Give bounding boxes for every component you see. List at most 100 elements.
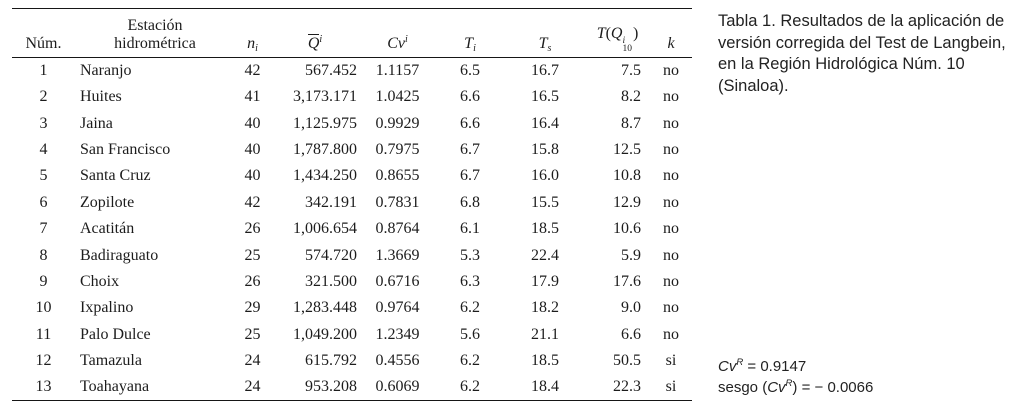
cell-k: no [663,325,679,343]
table-caption: Tabla 1. Resultados de la aplicación de … [718,12,1006,95]
cell-k: si [665,378,677,396]
cell-station: Huites [80,88,122,106]
cell-cv: 0.7831 [375,193,420,211]
cell-n: 25 [244,246,261,264]
cell-cv: 0.4556 [375,352,420,370]
cell-n: 42 [244,193,261,211]
cell-t-q10: 17.6 [613,272,641,290]
header-t-q10: T(Q i 10) [596,25,639,54]
cell-n: 40 [244,140,261,158]
cell-q-mean: 1,006.654 [293,220,357,238]
table-row: 8 Badiraguato 25 574.720 1.3669 5.3 22.4 5.9 no [12,242,692,268]
cell-cv: 1.0425 [375,88,420,106]
table-row: 3 Jaina 40 1,125.975 0.9929 6.6 16.4 8.7 no [12,110,692,136]
cell-num: 8 [39,246,48,264]
cell-t-q10: 50.5 [613,352,641,370]
cell-q-mean: 1,125.975 [293,114,357,132]
cell-t-q10: 5.9 [621,246,641,264]
cell-t-s: 16.5 [531,88,559,106]
cell-station: Zopilote [80,193,135,211]
cell-station: Santa Cruz [80,167,151,185]
header-station-line2: hidrométrica [114,35,196,52]
cell-cv: 0.6069 [375,378,420,396]
cell-n: 25 [244,325,261,343]
cell-t-s: 16.0 [531,167,559,185]
cell-t-i: 6.1 [460,220,480,238]
cell-station: Tamazula [80,352,142,370]
table-row: 5 Santa Cruz 40 1,434.250 0.8655 6.7 16.0 10.8 n… [12,163,692,189]
table-row: 7 Acatitán 26 1,006.654 0.8764 6.1 18.5 10.6 no [12,216,692,242]
cell-t-s: 18.5 [531,352,559,370]
cell-station: Choix [80,272,120,290]
cell-station: Jaina [80,114,113,132]
table-header: Núm. Estación hidrométrica ni Qi Cvi Ti … [12,9,692,58]
header-k: k [667,35,675,52]
cell-t-i: 6.6 [460,88,480,106]
cell-num: 9 [39,272,48,290]
cell-q-mean: 321.500 [305,272,357,290]
cell-num: 10 [35,299,52,317]
cell-cv: 0.8764 [375,220,420,238]
cell-n: 42 [244,62,261,79]
cell-t-i: 6.3 [460,272,480,290]
cell-t-i: 6.2 [460,378,480,396]
cell-n: 40 [244,114,261,132]
cell-cv: 1.3669 [375,246,420,264]
cell-cv: 0.6716 [375,272,420,290]
cell-station: Naranjo [80,62,132,79]
cell-cv: 0.9929 [375,114,420,132]
header-t-i: Ti [464,35,476,54]
cell-k: si [665,352,677,370]
cell-num: 2 [39,88,48,106]
table-row: 1 Naranjo 42 567.452 1.1157 6.5 16.7 7.5 no [12,58,692,85]
cell-n: 26 [244,272,261,290]
cell-num: 4 [39,140,48,158]
cell-n: 29 [244,299,261,317]
cell-t-q10: 8.7 [621,114,641,132]
cell-k: no [663,246,679,264]
q-overbar: Q [307,34,320,52]
cell-k: no [663,220,679,238]
header-station: Estación hidrométrica [75,9,235,58]
notes-block: CvR = 0.9147 sesgo (CvR) = − 0.0066 [718,356,873,398]
cell-t-i: 6.6 [460,114,480,132]
cell-q-mean: 953.208 [305,378,357,396]
cell-k: no [663,193,679,211]
header-t-s: Ts [538,35,552,54]
cell-n: 24 [244,352,261,370]
cell-k: no [663,299,679,317]
cell-q-mean: 1,787.800 [293,140,357,158]
header-cv: Cvi [387,34,408,53]
cell-t-s: 16.4 [531,114,559,132]
cell-cv: 1.1157 [375,62,420,79]
table-row: 11 Palo Dulce 25 1,049.200 1.2349 5.6 21.1 6.6 n… [12,322,692,348]
cell-num: 6 [39,193,48,211]
header-num: Núm. [12,9,75,58]
header-num-label: Núm. [25,35,62,52]
cv-note: CvR = 0.9147 [718,357,807,375]
cell-t-q10: 12.9 [613,193,641,211]
cell-num: 7 [39,220,48,238]
results-table-body: 1 Naranjo 42 567.452 1.1157 6.5 16.7 7.5 no 2 Huit… [12,58,692,401]
cell-t-s: 22.4 [531,246,559,264]
cell-n: 41 [244,88,261,106]
cell-t-s: 18.4 [531,378,559,396]
cell-t-s: 15.8 [531,140,559,158]
cell-t-q10: 22.3 [613,378,641,396]
cell-num: 13 [35,378,52,396]
cell-k: no [663,88,679,106]
cell-cv: 0.7975 [375,140,420,158]
header-n: ni [247,35,258,54]
cell-n: 40 [244,167,261,185]
cell-t-i: 5.3 [460,246,480,264]
cell-station: Palo Dulce [80,325,151,343]
cell-station: Acatitán [80,220,135,238]
cell-t-s: 21.1 [531,325,559,343]
cell-t-i: 6.2 [460,352,480,370]
table-row: 6 Zopilote 42 342.191 0.7831 6.8 15.5 12.9 no [12,190,692,216]
cell-t-q10: 9.0 [621,299,641,317]
cell-t-q10: 10.8 [613,167,641,185]
cell-num: 5 [39,167,48,185]
cell-station: Toahayana [80,378,150,396]
cell-q-mean: 574.720 [305,246,357,264]
